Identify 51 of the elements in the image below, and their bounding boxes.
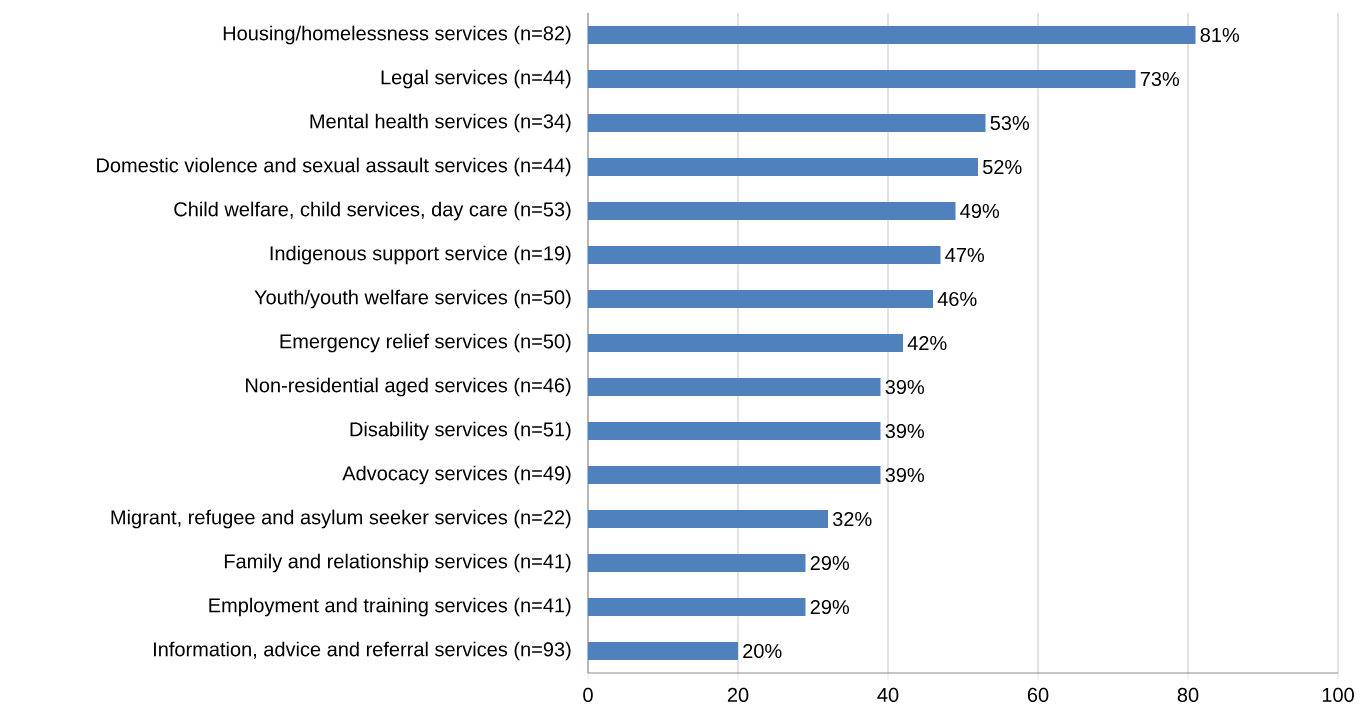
y-tick-label: Non-residential aged services (n=46) (246, 377, 571, 397)
bar (588, 422, 881, 441)
bar (588, 70, 1136, 88)
y-tick-label: Information, advice and referral services (n=93) (154, 641, 571, 661)
data-label: 81% (1200, 27, 1240, 43)
bar (588, 290, 933, 308)
data-label: 39% (885, 379, 925, 395)
y-tick-label: Youth/youth welfare services (n=50) (254, 289, 571, 309)
bar (588, 642, 738, 661)
bar (588, 334, 903, 352)
x-tick-label: 100 (1322, 687, 1354, 703)
bar (588, 554, 806, 573)
bar (588, 114, 986, 132)
x-tick-label: 20 (727, 687, 749, 703)
y-tick-label: Advocacy services (n=49) (342, 465, 571, 485)
y-tick-label: Migrant, refugee and asylum seeker services (n=22) (111, 509, 571, 529)
x-tick-label: 60 (1027, 687, 1049, 703)
data-label: 20% (743, 643, 782, 659)
bar (588, 246, 941, 264)
y-tick-label: Child welfare, child services, day care (n=53) (174, 201, 571, 221)
bar (588, 510, 828, 529)
data-label: 52% (983, 159, 1022, 175)
bar (588, 466, 881, 485)
bar (588, 598, 806, 617)
bar (588, 378, 881, 397)
bar (588, 26, 1196, 44)
data-label: 49% (960, 203, 1000, 219)
y-tick-label: Disability services (n=51) (350, 421, 571, 441)
data-label: 73% (1140, 71, 1180, 87)
x-tick-label: 40 (877, 687, 899, 703)
x-tick-label: 0 (583, 687, 593, 703)
data-label: 29% (810, 555, 850, 571)
data-label: 32% (832, 511, 872, 527)
data-label: 39% (885, 423, 925, 439)
y-tick-label: Mental health services (n=34) (310, 113, 571, 133)
y-tick-label: Domestic violence and sexual assault services (n=44) (97, 157, 571, 177)
x-tick-label: 80 (1177, 687, 1199, 703)
y-tick-label: Housing/homelessness services (n=82) (223, 25, 571, 45)
y-tick-label: Indigenous support service (n=19) (270, 245, 571, 265)
data-label: 46% (937, 291, 977, 307)
y-tick-label: Emergency relief services (n=50) (280, 333, 571, 353)
data-label: 39% (885, 467, 925, 483)
y-tick-label: Employment and training services (n=41) (209, 597, 571, 617)
bar (588, 158, 979, 176)
data-label: 47% (945, 248, 985, 263)
data-label: 53% (990, 115, 1030, 131)
data-label: 29% (810, 599, 850, 615)
y-tick-label: Family and relationship services (n=41) (224, 553, 571, 573)
y-tick-label: Legal services (n=44) (381, 69, 571, 89)
bar (588, 202, 956, 220)
data-label: 42% (907, 335, 947, 351)
